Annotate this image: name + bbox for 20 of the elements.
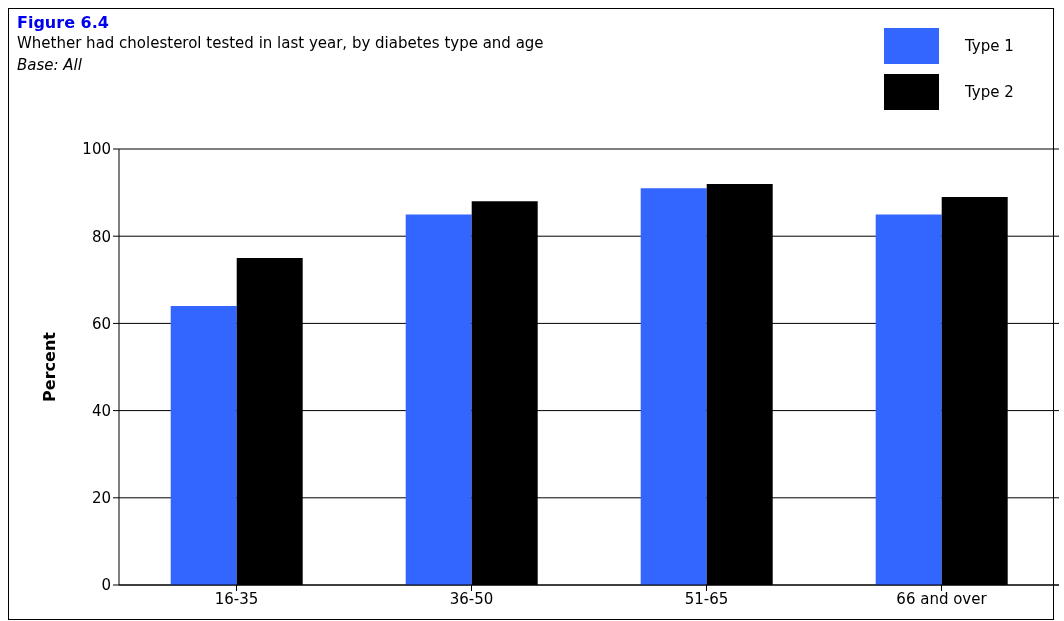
bar (170, 305, 237, 585)
y-axis-title: Percent (39, 331, 59, 402)
legend-label: Type 1 (965, 37, 1015, 55)
x-tick-label: 66 and over (896, 589, 988, 608)
chart-title: Figure 6.4 (17, 13, 109, 32)
y-tick-label: 80 (91, 227, 111, 246)
text: Base: All (17, 56, 82, 74)
y-tick-label: 20 (91, 489, 111, 508)
x-tick-label: 51-65 (684, 589, 729, 608)
chart-subtitle: Whether had cholesterol tested in last year, by diabetes type and age (17, 34, 544, 52)
bar (640, 188, 707, 585)
y-tick-label: 100 (82, 140, 111, 159)
legend-label: Type 2 (965, 83, 1015, 101)
x-tick-label: 36-50 (449, 589, 494, 608)
y-tick-label: 40 (91, 401, 111, 420)
bar (405, 214, 472, 585)
y-tick-label: 60 (91, 314, 111, 333)
y-tick-label: 0 (101, 576, 111, 595)
x-tick-label: 16-35 (214, 589, 259, 608)
bar (875, 214, 942, 585)
